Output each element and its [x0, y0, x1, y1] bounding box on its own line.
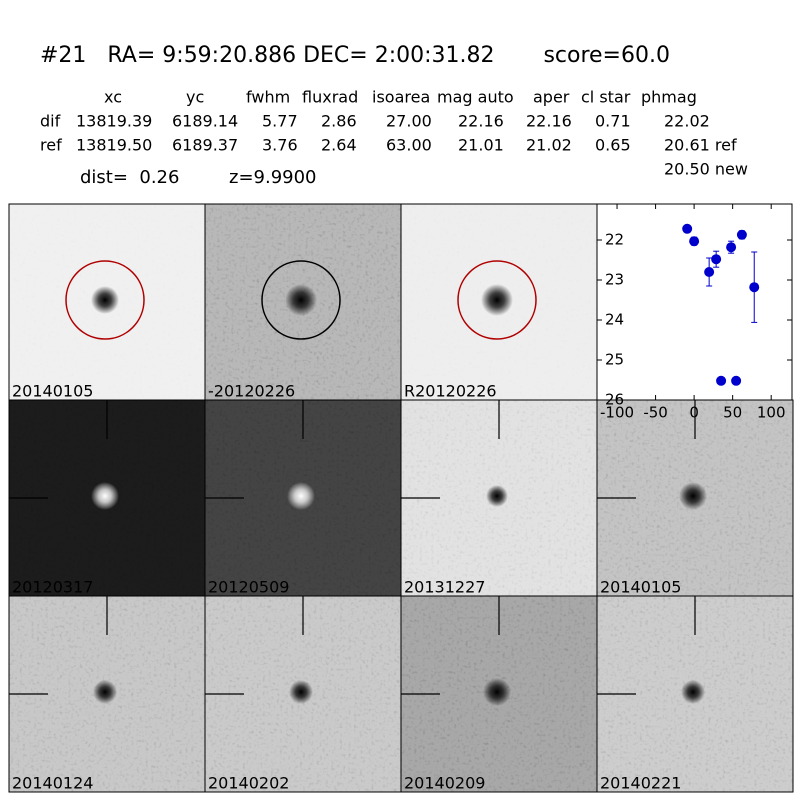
table-cell: 22.02 — [664, 112, 710, 131]
table-cell: 21.01 — [458, 136, 504, 155]
table-cell: 0.71 — [595, 112, 631, 131]
table-cell: 6189.14 — [172, 112, 238, 131]
point — [736, 229, 747, 240]
column-header: fwhm — [246, 88, 290, 107]
stamp-border — [596, 595, 794, 793]
y-tick-label: 24 — [605, 311, 624, 329]
stamp-label: 20140209 — [404, 774, 485, 793]
x-tick-label: 50 — [723, 404, 742, 422]
column-header: xc — [104, 88, 122, 107]
x-tick-label: -100 — [600, 404, 634, 422]
table-cell: 13819.39 — [76, 112, 152, 131]
stamp-label: 20120509 — [208, 578, 289, 597]
x-tick-label: -50 — [643, 404, 668, 422]
table-cell: 22.16 — [458, 112, 504, 131]
y-tick-label: 25 — [605, 351, 624, 369]
stamp: 20140209 — [400, 595, 598, 793]
aperture — [457, 260, 537, 340]
aperture — [261, 260, 341, 340]
source — [91, 482, 119, 510]
stamp-label: -20120226 — [208, 382, 295, 401]
z: z=9.9900 — [229, 167, 317, 188]
stamp: 20140105 — [8, 203, 206, 401]
stamp: -20120226 — [204, 203, 402, 401]
stamp-grid: 20140105 -20120226 R20120226 20120317 201205… — [8, 203, 794, 793]
source — [287, 482, 315, 510]
column-header: cl star — [581, 88, 631, 107]
source — [285, 284, 317, 316]
source — [681, 680, 705, 704]
point — [704, 267, 715, 277]
source — [289, 680, 313, 704]
stamp: 20140124 — [8, 595, 206, 793]
table-cell: 2.64 — [321, 136, 357, 155]
table-cell: dif — [40, 112, 61, 131]
source — [481, 284, 513, 316]
title: #21 RA= 9:59:20.886 DEC= 2:00:31.82 scor… — [40, 43, 670, 68]
table-cell: 20.61 ref — [664, 136, 737, 155]
table-cell: 5.77 — [262, 112, 298, 131]
stamp-label: 20140202 — [208, 774, 289, 793]
source — [93, 680, 117, 704]
aperture — [65, 260, 145, 340]
plot-area — [596, 203, 793, 401]
source — [91, 286, 119, 314]
y-tick-label: 23 — [605, 271, 624, 289]
stamp: 20120509 — [204, 399, 402, 597]
stamp-label: 20140105 — [600, 578, 681, 597]
point — [731, 375, 742, 386]
stamp-label: R20120226 — [404, 382, 497, 401]
y-tick-label: 26 — [605, 391, 624, 409]
table-cell: 6189.37 — [172, 136, 238, 155]
column-header: isoarea — [372, 88, 430, 107]
table-cell: 63.00 — [386, 136, 432, 155]
point — [711, 254, 722, 265]
stamp-label: 20140105 — [12, 382, 93, 401]
point — [689, 236, 700, 247]
table-cell: 2.86 — [321, 112, 357, 131]
stamp: 20140202 — [204, 595, 402, 793]
column-header: aper — [533, 88, 570, 107]
point — [749, 282, 760, 293]
point — [682, 223, 693, 234]
point — [726, 242, 737, 253]
y-tick-label: 22 — [605, 231, 624, 249]
stamp: R20120226 — [400, 203, 598, 401]
stamp-label: 20131227 — [404, 578, 485, 597]
table-cell: 22.16 — [526, 112, 572, 131]
stamp-label: 20120317 — [12, 578, 93, 597]
stamp-label: 20140221 — [600, 774, 681, 793]
x-tick-label: 100 — [757, 404, 786, 422]
light-curve: 22 23 24 25 26-100 -50 0 50 100 — [596, 203, 793, 422]
source — [679, 482, 707, 510]
column-header: phmag — [641, 88, 697, 107]
stamp-label: 20140124 — [12, 774, 93, 793]
stamp: 20140221 — [596, 595, 794, 793]
point — [716, 375, 727, 386]
table-cell: ref — [40, 136, 62, 155]
x-tick-label: 0 — [689, 404, 699, 422]
stamp: 20120317 — [8, 399, 206, 597]
column-header: yc — [186, 88, 204, 107]
table-note: 20.50 new — [664, 160, 748, 179]
table-cell: 21.02 — [526, 136, 572, 155]
stamp: 20140105 — [596, 399, 794, 597]
table-cell: 13819.50 — [76, 136, 152, 155]
dist: dist= 0.26 — [80, 167, 179, 188]
table-cell: 27.00 — [386, 112, 432, 131]
stamp: 20131227 — [400, 399, 598, 597]
table-cell: 0.65 — [595, 136, 631, 155]
source — [483, 678, 511, 706]
column-header: mag auto — [437, 88, 514, 107]
table-cell: 3.76 — [262, 136, 298, 155]
source — [486, 485, 508, 507]
column-header: fluxrad — [302, 88, 358, 107]
